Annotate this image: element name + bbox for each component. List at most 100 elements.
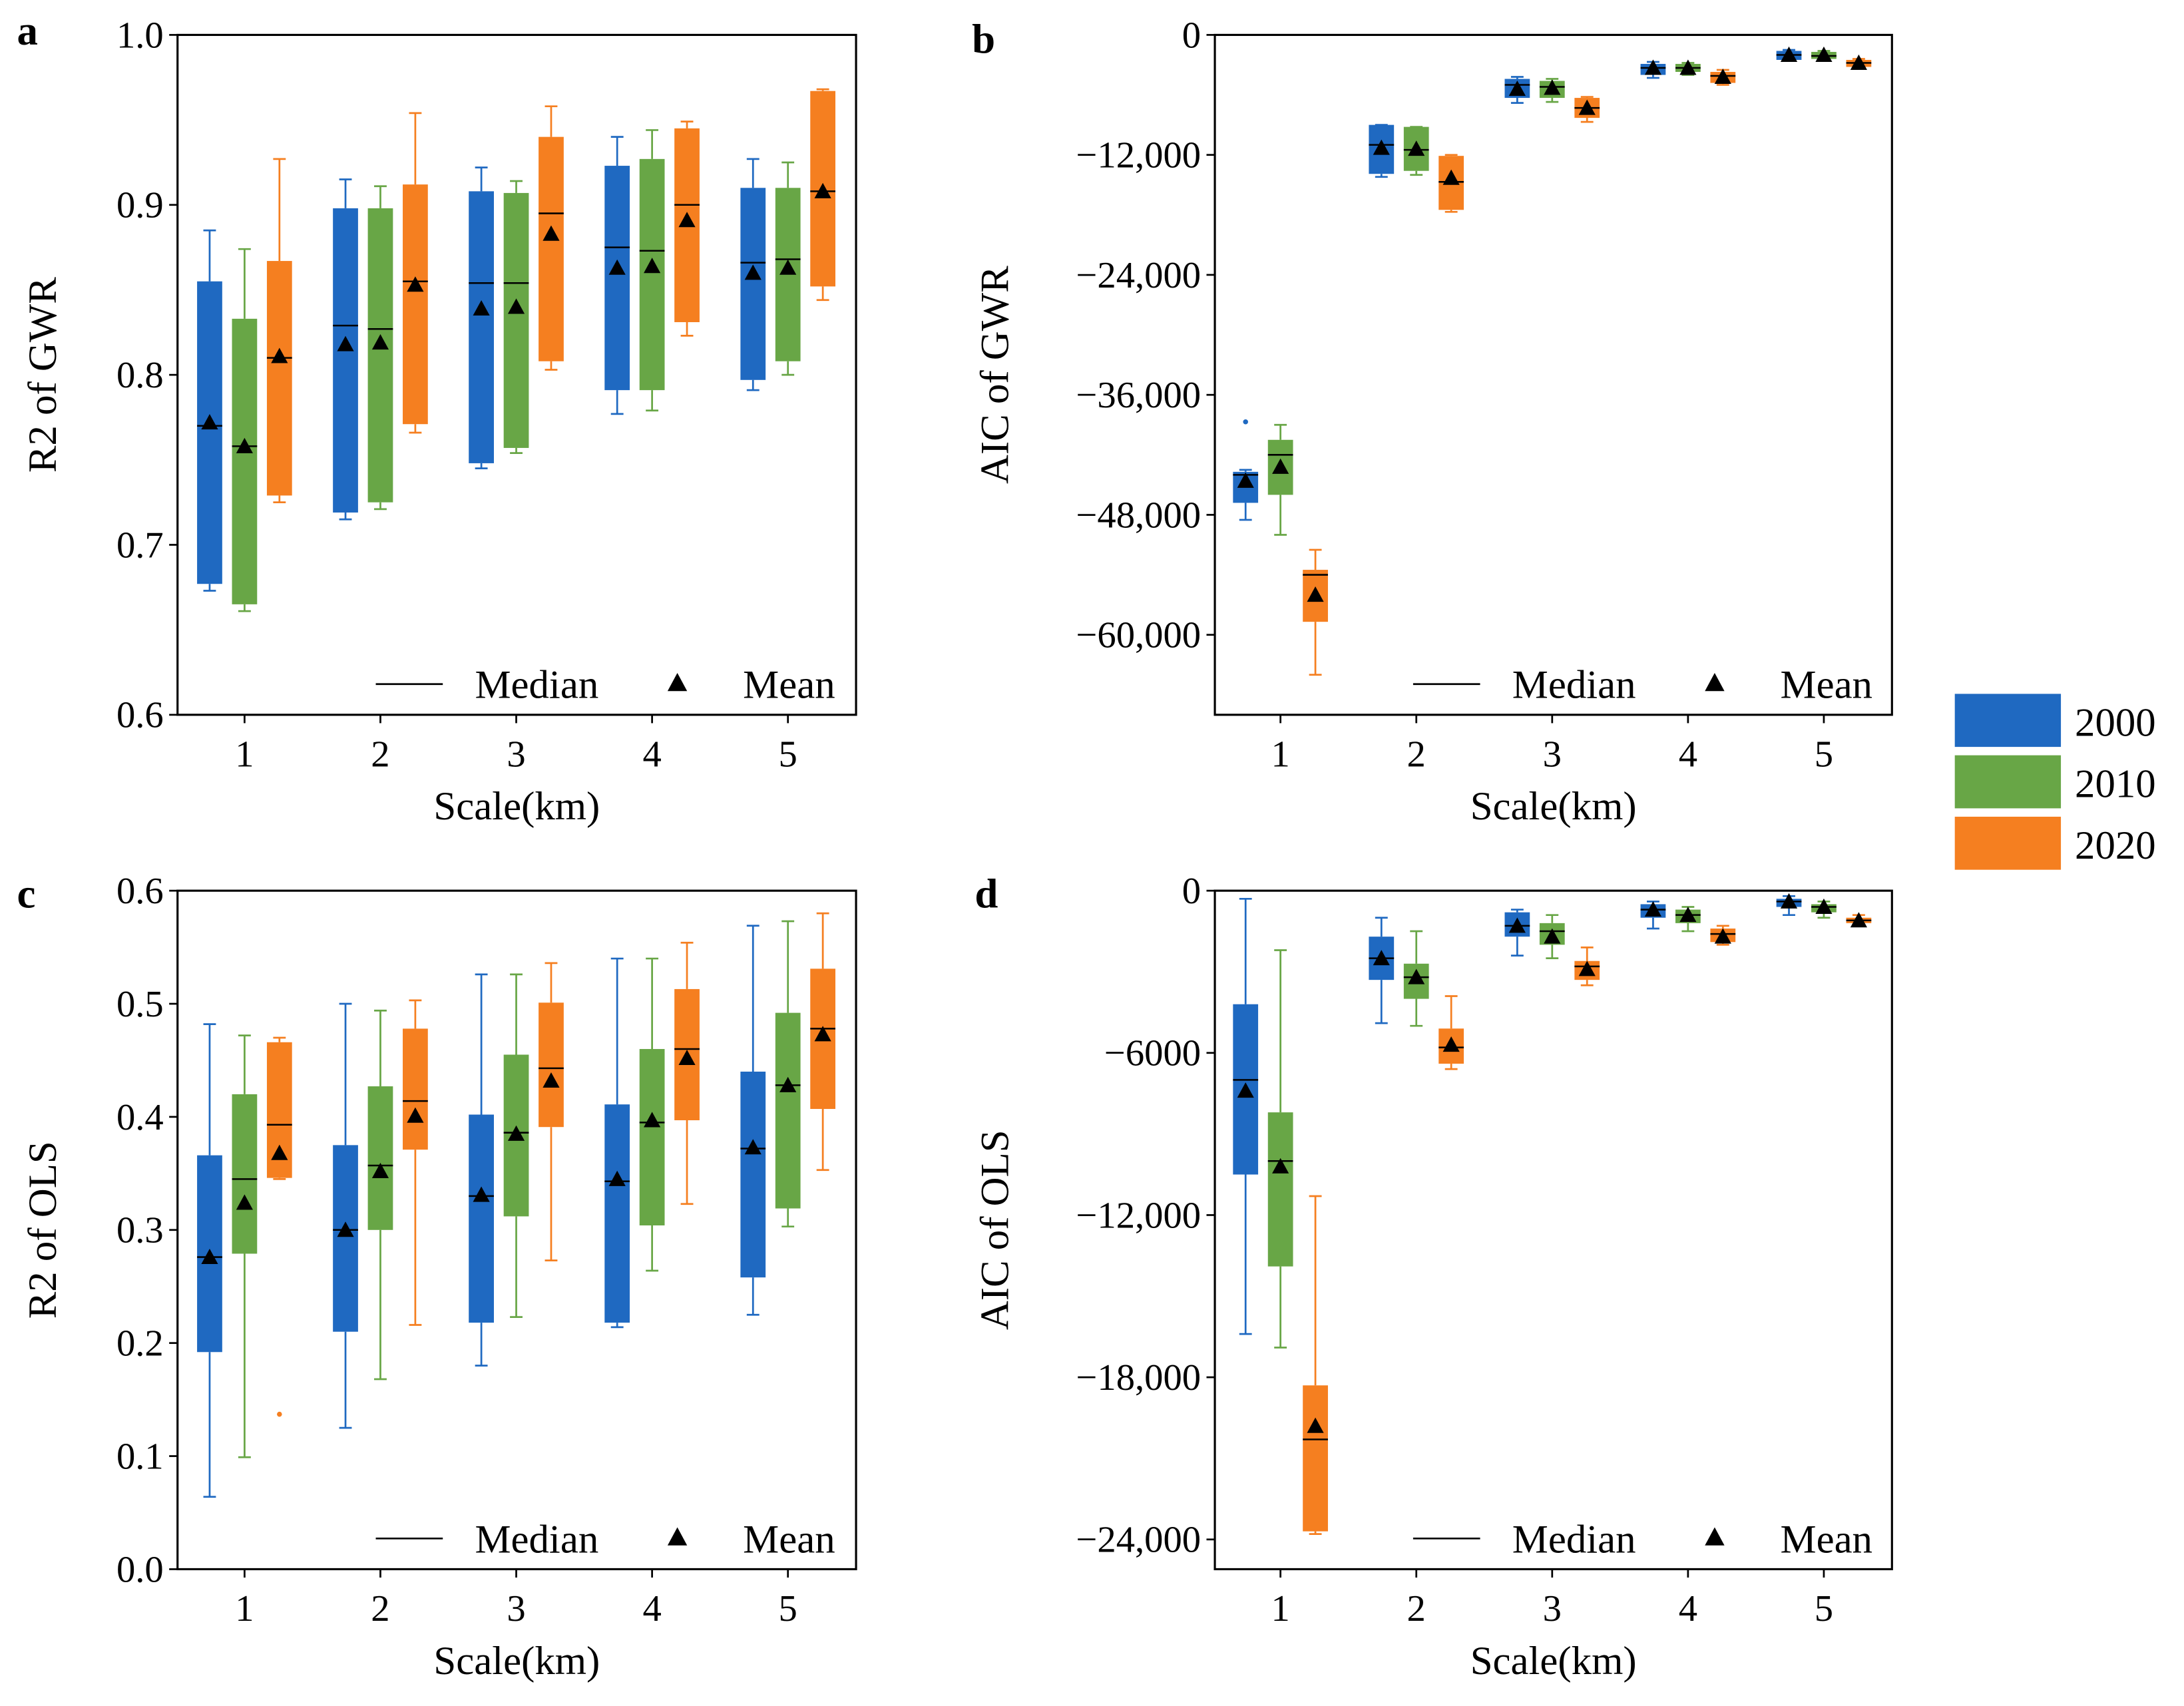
x-tick-label: 1	[1271, 1588, 1289, 1629]
box-2000-scale-5	[1776, 46, 1802, 62]
x-tick-label: 2	[1407, 1588, 1426, 1629]
mean-marker	[644, 1112, 661, 1128]
box-2010-scale-5	[1811, 46, 1837, 62]
mean-marker	[1644, 901, 1662, 917]
mean-marker	[1307, 1417, 1324, 1433]
mean-marker	[407, 1107, 424, 1123]
mean-legend-label: Mean	[1781, 1517, 1872, 1562]
box-2020-scale-1	[1303, 1195, 1328, 1536]
mean-marker	[1544, 79, 1561, 95]
box-2010-scale-3	[1539, 78, 1565, 103]
x-tick-label: 4	[1679, 734, 1697, 775]
y-tick-label: 0.5	[116, 984, 164, 1025]
y-tick-label: −36,000	[1076, 375, 1201, 416]
box-2000-scale-2	[1369, 124, 1395, 178]
plot-frame	[1213, 33, 1893, 716]
x-tick-label: 3	[1543, 734, 1562, 775]
box-2000-scale-2	[333, 178, 358, 521]
y-tick-label: 0	[1182, 871, 1201, 912]
box-iqr	[775, 1012, 801, 1209]
mean-marker	[1714, 68, 1731, 85]
box-iqr	[333, 208, 358, 513]
mean-marker	[407, 276, 424, 292]
box-2010-scale-4	[1675, 59, 1701, 76]
mean-marker	[1442, 169, 1460, 185]
mean-marker	[1272, 1158, 1289, 1173]
mean-marker	[236, 1194, 253, 1210]
mean-legend-marker	[1705, 1527, 1725, 1546]
mean-marker	[1408, 140, 1425, 156]
mean-marker	[1679, 907, 1697, 923]
box-2010-scale-4	[639, 129, 665, 412]
y-tick-label: 0.6	[116, 871, 164, 912]
mean-legend-marker	[667, 672, 688, 692]
year-legend: 2000 2010 2020	[1954, 694, 2156, 870]
outlier-point	[277, 1411, 282, 1417]
x-axis-label: Scale(km)	[433, 784, 600, 829]
median-legend-label: Median	[1512, 1517, 1636, 1562]
box-2010-scale-5	[775, 161, 801, 376]
box-2020-scale-5	[1846, 54, 1872, 70]
box-iqr	[539, 136, 564, 361]
box-2020-scale-4	[674, 941, 700, 1205]
mean-marker	[1644, 59, 1662, 75]
panel-letter: a	[17, 7, 38, 54]
box-2010-scale-4	[639, 957, 665, 1272]
mean-marker	[678, 212, 696, 228]
mean-marker	[1373, 950, 1390, 966]
panel-letter: d	[975, 870, 998, 917]
y-tick-label: 0.4	[116, 1097, 164, 1138]
y-axis-label: AIC of OLS	[973, 1130, 1018, 1330]
box-2010-scale-3	[503, 973, 529, 1318]
box-2020-scale-5	[810, 912, 836, 1172]
y-tick-label: 0.7	[116, 525, 164, 566]
mean-marker	[1780, 893, 1798, 909]
box-2000-scale-5	[740, 925, 766, 1316]
mean-marker	[744, 1139, 762, 1155]
box-2000-scale-4	[1640, 901, 1666, 930]
y-axis-label: R2 of GWR	[21, 277, 65, 473]
box-iqr	[266, 261, 292, 496]
box-2010-scale-2	[367, 1009, 393, 1381]
plot-frame	[1213, 889, 1893, 1571]
mean-marker	[271, 347, 288, 363]
mean-marker	[779, 259, 797, 275]
mean-marker	[608, 1170, 626, 1186]
box-2000-scale-1	[1233, 897, 1259, 1335]
legend-label-2010: 2010	[2075, 762, 2156, 807]
x-tick-label: 5	[779, 734, 797, 775]
mean-legend-label: Mean	[1781, 663, 1872, 708]
mean-marker	[1544, 928, 1561, 944]
box-iqr	[639, 158, 665, 391]
mean-marker	[1850, 912, 1867, 928]
mean-marker	[1508, 80, 1526, 97]
box-2010-scale-1	[1267, 949, 1293, 1349]
y-tick-label: 0	[1182, 15, 1201, 56]
box-2020-scale-3	[539, 105, 564, 371]
panel-letter: b	[972, 16, 995, 63]
mean-marker	[1578, 99, 1596, 115]
box-2010-scale-4	[1675, 906, 1701, 933]
box-iqr	[1303, 1385, 1328, 1532]
mean-legend-marker	[1705, 672, 1725, 692]
panel-b: b −60,000 −48,000 −36,000 −24,000 −12,000 0 1 2 3…	[972, 15, 1893, 829]
x-tick-label: 3	[1543, 1588, 1562, 1629]
x-axis-label: Scale(km)	[1470, 1639, 1637, 1683]
box-iqr	[197, 281, 222, 584]
x-tick-label: 2	[371, 734, 389, 775]
box-2010-scale-1	[1267, 423, 1293, 536]
box-2020-scale-3	[1574, 947, 1600, 986]
mean-marker	[507, 298, 525, 314]
mean-marker	[473, 300, 490, 316]
box-iqr	[232, 318, 258, 604]
box-2000-scale-3	[469, 973, 494, 1367]
box-2020-scale-4	[674, 120, 700, 337]
box-2020-scale-5	[810, 88, 836, 302]
mean-marker	[337, 335, 354, 351]
outlier-point	[1243, 419, 1248, 425]
y-tick-label: −24,000	[1076, 1520, 1201, 1561]
median-legend-label: Median	[1512, 663, 1636, 708]
mean-marker	[814, 1026, 831, 1042]
mean-legend-label: Mean	[743, 663, 835, 708]
box-iqr	[469, 1114, 494, 1323]
